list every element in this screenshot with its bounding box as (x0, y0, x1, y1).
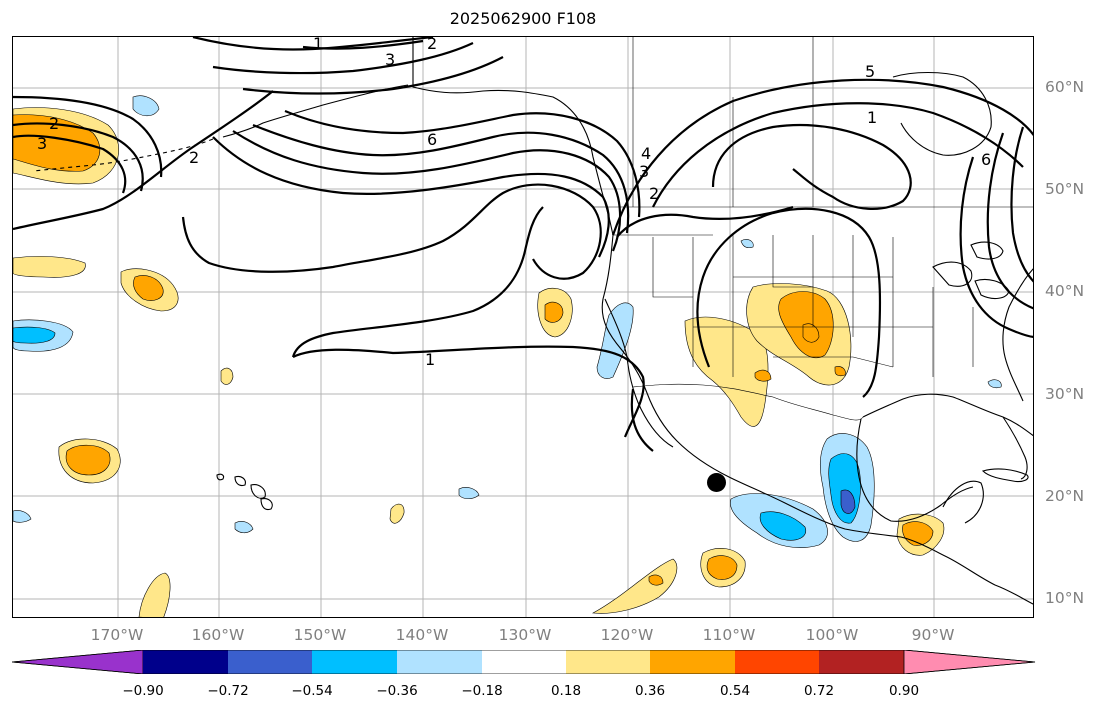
lon-label: 150°W (293, 626, 347, 644)
lon-label: 100°W (805, 626, 859, 644)
colorbar-tick-label: 0.72 (803, 683, 835, 699)
contour-label: 3 (37, 134, 47, 153)
contour-label: 1 (425, 350, 435, 369)
colorbar-tick-label: 0.18 (550, 683, 582, 699)
contour-label: 2 (49, 114, 59, 133)
shade-neg-light (132, 95, 160, 117)
lat-label: 30°N (1045, 385, 1085, 403)
lat-label: 10°N (1045, 589, 1085, 607)
colorbar-segment (735, 650, 819, 674)
contour-label: 2 (427, 37, 437, 53)
colorbar-segment (143, 650, 228, 674)
map-title: 2025062900 F108 (449, 9, 597, 28)
lon-label: 90°W (911, 626, 955, 644)
lat-label: 60°N (1045, 78, 1085, 96)
contour-lines (13, 37, 1033, 452)
colorbar-tick-label: −0.54 (291, 683, 333, 699)
lon-label: 160°W (191, 626, 245, 644)
colorbar-segment (819, 650, 904, 674)
colorbar (12, 650, 1036, 674)
colorbar-tick-label: −0.72 (207, 683, 249, 699)
lat-label: 20°N (1045, 487, 1085, 505)
contour-label: 4 (641, 144, 651, 163)
lon-label: 130°W (498, 626, 552, 644)
contour-label: 3 (385, 50, 395, 69)
colorbar-segment (482, 650, 566, 674)
lon-label: 140°W (395, 626, 449, 644)
map-canvas: 1 2 3 5 1 6 4 3 2 6 2 3 2 1 (13, 37, 1033, 617)
political-borders (593, 37, 1033, 421)
lon-label: 110°W (702, 626, 756, 644)
shade-pos-mid (13, 114, 101, 172)
contour-label: 2 (189, 148, 199, 167)
contour-label-group: 1 2 3 5 1 6 4 3 2 6 2 3 2 1 (37, 37, 991, 369)
colorbar-tick-label: 0.90 (888, 683, 920, 699)
map-panel: 1 2 3 5 1 6 4 3 2 6 2 3 2 1 (12, 36, 1034, 618)
colorbar-end-left (12, 650, 144, 674)
storm-marker (707, 473, 726, 492)
contour-label: 2 (649, 184, 659, 203)
colorbar-outline (12, 650, 1036, 674)
colorbar-tick-label: −0.90 (122, 683, 164, 699)
lon-label: 170°W (90, 626, 144, 644)
colorbar-segment (397, 650, 482, 674)
coastlines (32, 37, 1033, 605)
colorbar-segments (12, 650, 1036, 674)
colorbar-segment (228, 650, 312, 674)
colorbar-tick-label: −0.36 (376, 683, 418, 699)
lon-label: 120°W (600, 626, 654, 644)
lat-label: 40°N (1045, 282, 1085, 300)
graticule (13, 37, 1033, 617)
contour-label: 6 (427, 130, 437, 149)
contour-label: 1 (867, 108, 877, 127)
contour-label: 3 (639, 162, 649, 181)
colorbar-tick-label: 0.36 (634, 683, 666, 699)
colorbar-segment (650, 650, 735, 674)
contour-label: 1 (313, 37, 323, 53)
lat-label: 50°N (1045, 180, 1085, 198)
colorbar-segment (312, 650, 397, 674)
colorbar-tick-label: −0.18 (461, 683, 503, 699)
colorbar-segment (566, 650, 650, 674)
contour-label: 5 (865, 62, 875, 81)
contour-label: 6 (981, 150, 991, 169)
colorbar-tick-label: 0.54 (719, 683, 751, 699)
colorbar-end-right (903, 650, 1036, 674)
